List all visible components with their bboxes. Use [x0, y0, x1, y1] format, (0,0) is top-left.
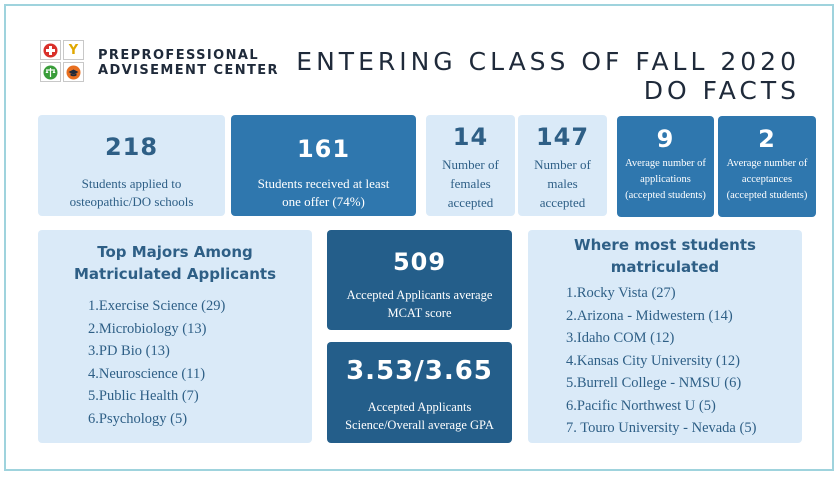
gpa-label: Accepted Applicants Science/Overall aver… — [345, 400, 494, 432]
letter-y-icon: Y — [63, 40, 84, 60]
stat-label: Average number of applications (accepted… — [625, 158, 706, 201]
center-logo: Y — [40, 40, 88, 84]
top-majors-title: Top Majors Among Matriculated Applicants — [38, 241, 312, 285]
page-title: ENTERING CLASS OF FALL 2020 DO FACTS — [296, 47, 800, 105]
list-item: 5.Public Health (7) — [88, 388, 199, 404]
stat-value: 147 — [535, 123, 590, 151]
list-item: 3.PD Bio (13) — [88, 343, 170, 359]
list-item: 1.Exercise Science (29) — [88, 298, 226, 314]
stat-label: Number of males accepted — [534, 157, 591, 210]
list-item: 6.Psychology (5) — [88, 410, 188, 427]
stat-value: 161 — [296, 135, 351, 163]
list-item: 4.Kansas City University (12) — [566, 352, 740, 369]
gpa-value: 3.53/3.65 — [346, 356, 493, 386]
stat-value: 218 — [104, 133, 159, 161]
medical-cross-icon — [40, 40, 61, 60]
scales-icon — [40, 62, 61, 82]
list-item: 5.Burrell College - NMSU (6) — [566, 375, 742, 391]
list-item: 4.Neuroscience (11) — [88, 365, 206, 382]
graduation-cap-icon — [63, 62, 84, 82]
panel-title-line-1: Where most students — [574, 236, 756, 254]
page-frame — [4, 4, 834, 471]
list-item: 6.Pacific Northwest U (5) — [566, 397, 716, 414]
list-item: 3.Idaho COM (12) — [566, 330, 675, 346]
mcat-value: 509 — [392, 248, 447, 276]
stat-label: Students applied to osteopathic/DO schoo… — [69, 176, 194, 209]
stat-value: 14 — [452, 123, 489, 151]
majors-list: 1.Exercise Science (29) 2.Microbiology (… — [88, 295, 225, 430]
stat-label: Average number of acceptances (accepted … — [726, 158, 808, 201]
matriculation-schools-panel: Where most students matriculated 1.Rocky… — [528, 230, 802, 443]
stat-card-avg-applications: 9 Average number of applications (accept… — [617, 116, 714, 217]
top-majors-panel: Top Majors Among Matriculated Applicants… — [38, 230, 312, 443]
stat-label: Students received at least one offer (74… — [257, 176, 390, 209]
panel-title-line-2: Matriculated Applicants — [73, 265, 277, 283]
org-name-line-1: PREPROFESSIONAL — [98, 48, 260, 63]
org-name-line-2: ADVISEMENT CENTER — [98, 63, 279, 78]
matriculation-title: Where most students matriculated — [528, 234, 802, 278]
mcat-label: Accepted Applicants average MCAT score — [346, 288, 493, 320]
schools-list: 1.Rocky Vista (27) 2.Arizona - Midwester… — [566, 282, 756, 440]
stat-card-received-offer: 161 Students received at least one offer… — [231, 115, 416, 216]
title-line-2: DO FACTS — [643, 76, 800, 105]
stat-card-applied: 218 Students applied to osteopathic/DO s… — [38, 115, 225, 216]
list-item: 2.Arizona - Midwestern (14) — [566, 307, 733, 324]
mcat-card: 509 Accepted Applicants average MCAT sco… — [327, 230, 512, 330]
stat-card-avg-acceptances: 2 Average number of acceptances (accepte… — [718, 116, 816, 217]
stat-label: Number of females accepted — [442, 157, 499, 210]
stat-value: 2 — [758, 125, 776, 153]
list-item: 1.Rocky Vista (27) — [566, 285, 676, 301]
stat-card-females: 14 Number of females accepted — [426, 115, 515, 216]
title-line-1: ENTERING CLASS OF FALL 2020 — [296, 47, 800, 76]
organization-name: PREPROFESSIONAL ADVISEMENT CENTER — [98, 48, 279, 78]
gpa-card: 3.53/3.65 Accepted Applicants Science/Ov… — [327, 342, 512, 443]
list-item: 7. Touro University - Nevada (5) — [566, 420, 757, 436]
list-item: 2.Microbiology (13) — [88, 320, 207, 337]
stat-card-males: 147 Number of males accepted — [518, 115, 607, 216]
panel-title-line-2: matriculated — [610, 258, 720, 276]
panel-title-line-1: Top Majors Among — [97, 243, 253, 261]
stat-value: 9 — [656, 125, 675, 153]
